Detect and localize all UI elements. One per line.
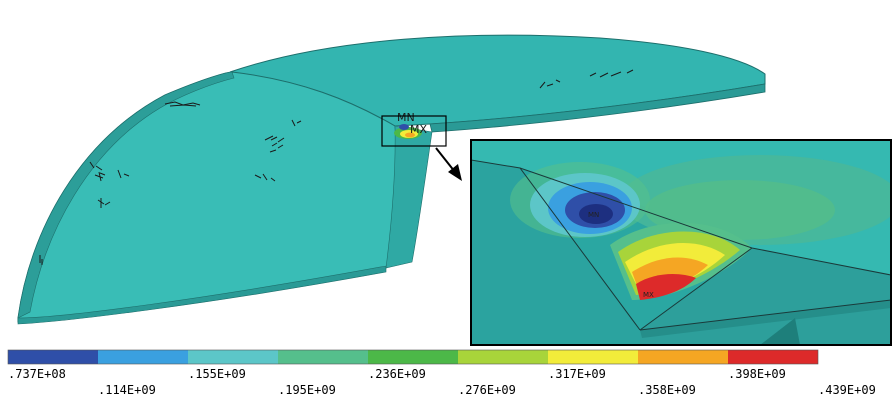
legend-tick-label: .195E+09 xyxy=(278,383,336,397)
zoom-inset-frame xyxy=(470,139,892,346)
zoom-arrow xyxy=(435,147,462,181)
legend-swatch-6 xyxy=(458,350,548,364)
legend-swatch-4 xyxy=(278,350,368,364)
zoom-inset: MN MX xyxy=(470,139,892,346)
legend-swatches xyxy=(7,349,819,365)
shell-curved-surface xyxy=(17,71,398,323)
legend-swatch-5 xyxy=(368,350,458,364)
max-marker-label: MX xyxy=(410,123,427,136)
legend-frame xyxy=(7,349,819,365)
legend-tick-label: .236E+09 xyxy=(368,367,426,381)
inset-min-label: MN xyxy=(588,211,599,219)
legend-swatch-3 xyxy=(188,350,278,364)
legend-swatch-8 xyxy=(638,350,728,364)
hotspot xyxy=(394,124,422,139)
inset-max-label: MX xyxy=(643,291,654,299)
legend-tick-label: .439E+09 xyxy=(818,383,876,397)
legend-swatch-7 xyxy=(548,350,638,364)
legend-tick-label: .737E+08 xyxy=(8,367,66,381)
shell-rim-band xyxy=(17,71,235,319)
legend-swatch-2 xyxy=(98,350,188,364)
legend-swatch-9 xyxy=(728,350,818,364)
shell-model: MN MX xyxy=(17,34,766,325)
legend-tick-label: .155E+09 xyxy=(188,367,246,381)
legend-tick-label: .358E+09 xyxy=(638,383,696,397)
shell-bottom-edge xyxy=(17,265,387,325)
zoom-source-box xyxy=(381,115,447,147)
legend-tick-label: .317E+09 xyxy=(548,367,606,381)
legend-ticks: .737E+08 .114E+09 .155E+09 .195E+09 .236E+09… xyxy=(8,367,876,397)
legend-swatch-1 xyxy=(8,350,98,364)
legend-tick-label: .114E+09 xyxy=(98,383,156,397)
min-marker-label: MN xyxy=(397,111,415,124)
color-legend: .737E+08 .114E+09 .155E+09 .195E+09 .236E+09… xyxy=(7,349,876,397)
crack-marks xyxy=(39,69,634,265)
shell-top-edge xyxy=(429,83,766,133)
legend-tick-label: .276E+09 xyxy=(458,383,516,397)
shell-side-wall xyxy=(385,125,433,269)
legend-tick-label: .398E+09 xyxy=(728,367,786,381)
